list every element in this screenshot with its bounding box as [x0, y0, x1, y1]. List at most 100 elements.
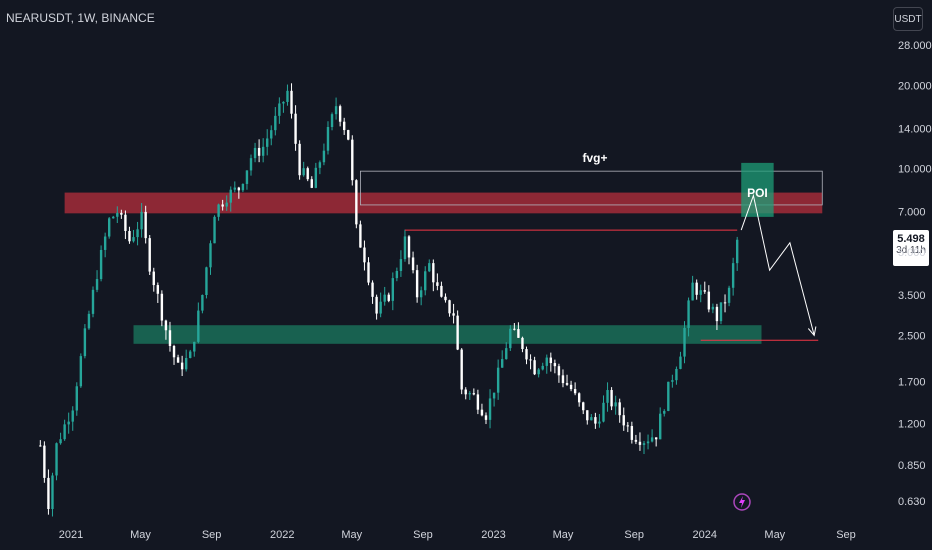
candle-body — [116, 212, 119, 217]
candle-body — [671, 380, 674, 382]
candle-body — [432, 263, 435, 283]
y-tick-label: 2.500 — [898, 330, 926, 342]
candle-body — [488, 398, 492, 420]
candle-body — [197, 310, 200, 342]
candle-body — [310, 179, 313, 188]
x-tick-label: 2022 — [270, 529, 294, 541]
candle-body — [460, 349, 463, 390]
candle-body — [322, 150, 326, 163]
candle-body — [79, 356, 83, 387]
candle-body — [411, 257, 415, 271]
candle-body — [221, 204, 224, 207]
candle-body — [274, 115, 277, 131]
candle-body — [144, 211, 147, 239]
candle-body — [213, 216, 216, 244]
candle-body — [638, 441, 642, 445]
candle-body — [582, 402, 585, 411]
candle-body — [334, 106, 338, 115]
candle-body — [136, 229, 139, 238]
candle-body — [47, 477, 50, 510]
candle-body — [630, 426, 634, 440]
candle-body — [505, 348, 508, 360]
x-tick-label: Sep — [413, 529, 433, 541]
candle-body — [164, 320, 168, 331]
candle-body — [663, 410, 666, 414]
x-tick-label: 2024 — [693, 529, 717, 541]
candle-body — [691, 282, 694, 301]
x-tick-label: May — [553, 529, 574, 541]
candle-body — [480, 409, 484, 416]
candle-body — [675, 368, 678, 381]
candle-body — [217, 204, 220, 217]
candle-body — [654, 437, 658, 440]
x-tick-label: 2023 — [481, 529, 505, 541]
candle-body — [415, 270, 419, 298]
candle-body — [193, 341, 196, 352]
candle-body — [156, 285, 160, 294]
candle-body — [719, 302, 723, 322]
candle-body — [598, 421, 601, 424]
candle-body — [282, 101, 285, 104]
candle-body — [699, 290, 702, 295]
candle-body — [496, 367, 500, 393]
candle-body — [679, 356, 682, 369]
candle-body — [561, 375, 565, 384]
candle-body — [577, 393, 581, 403]
candle-body — [172, 346, 176, 358]
candle-body — [168, 330, 172, 347]
lightning-icon[interactable] — [733, 493, 751, 511]
candle-body — [650, 437, 654, 442]
candle-body — [610, 390, 613, 407]
candle-body — [140, 211, 143, 230]
candle-body — [67, 421, 70, 425]
candle-body — [160, 293, 164, 321]
candle-body — [367, 262, 370, 283]
candle-body — [472, 393, 476, 395]
supply-zone — [64, 192, 823, 214]
candle-body — [363, 247, 366, 263]
candle-body — [205, 267, 208, 295]
candle-body — [464, 389, 467, 395]
candle-body — [525, 349, 528, 360]
candle-body — [298, 143, 301, 176]
zones-layer — [64, 192, 823, 344]
candle-body — [606, 390, 609, 403]
candle-body — [306, 168, 309, 180]
y-tick-label: 20.000 — [898, 80, 932, 92]
candle-body — [270, 130, 273, 139]
candle-body — [261, 146, 265, 156]
candle-body — [237, 187, 241, 191]
currency-button[interactable]: USDT — [893, 7, 923, 31]
candle-body — [626, 425, 629, 427]
projection-arrow — [740, 193, 815, 336]
overlay-layer: fvg+ POI — [359, 151, 823, 341]
candle-body — [509, 328, 512, 349]
candles-layer — [39, 83, 739, 517]
candle-body — [549, 357, 553, 364]
candle-body — [424, 271, 427, 291]
candle-body — [152, 271, 155, 286]
candle-body — [278, 103, 281, 116]
candle-body — [500, 359, 504, 368]
y-tick-label: 0.630 — [898, 496, 926, 508]
candle-body — [63, 424, 66, 440]
y-tick-label: 0.850 — [898, 460, 926, 472]
candle-body — [399, 259, 403, 271]
fvg-box — [359, 170, 823, 206]
candle-body — [715, 306, 719, 322]
candle-body — [39, 445, 42, 447]
x-tick-label: Sep — [624, 529, 644, 541]
candle-body — [590, 417, 593, 421]
x-tick-label: Sep — [836, 529, 856, 541]
candle-body — [112, 216, 115, 219]
candle-body — [359, 224, 362, 248]
candle-body — [521, 337, 524, 350]
candle-body — [128, 230, 131, 242]
bar-countdown: 3d 11h — [896, 245, 926, 256]
candle-body — [565, 383, 569, 385]
candle-body — [249, 158, 253, 171]
y-tick-label: 28.000 — [898, 40, 932, 52]
candle-body — [383, 294, 386, 302]
candle-body — [338, 106, 342, 122]
